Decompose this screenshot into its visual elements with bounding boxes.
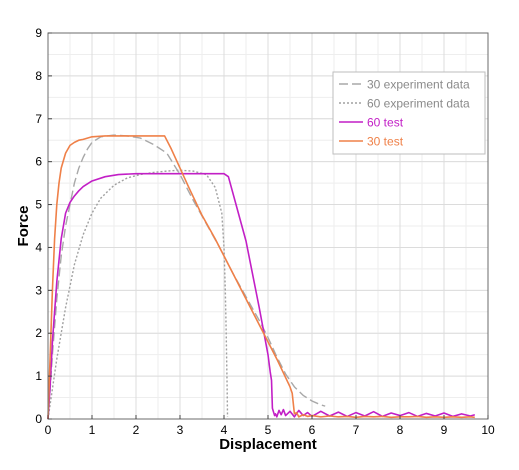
x-tick-label: 0 (45, 423, 52, 437)
legend-label-2: 60 test (367, 116, 404, 130)
y-axis-label: Force (15, 206, 32, 247)
y-tick-label: 2 (35, 326, 42, 340)
legend-label-3: 30 test (367, 135, 404, 149)
series-line-0 (47, 134, 326, 420)
x-axis-label: Displacement (219, 436, 317, 453)
x-tick-label: 5 (265, 423, 272, 437)
y-tick-label: 6 (35, 155, 42, 169)
y-tick-label: 5 (35, 198, 42, 212)
legend-items: 30 experiment data 60 experiment data 60 t… (339, 78, 470, 149)
x-tick-label: 1 (89, 423, 96, 437)
x-tick-label: 10 (481, 423, 495, 437)
x-tick-label: 7 (353, 423, 360, 437)
y-tick-label: 8 (35, 69, 42, 83)
y-tick-label: 3 (35, 283, 42, 297)
y-tick-label: 1 (35, 369, 42, 383)
y-tick-label: 9 (35, 26, 42, 40)
x-tick-label: 4 (221, 423, 228, 437)
x-tick-label: 2 (133, 423, 140, 437)
x-tick-label: 8 (397, 423, 404, 437)
x-tick-label: 9 (441, 423, 448, 437)
x-tick-label: 6 (309, 423, 316, 437)
series-line-1 (47, 169, 229, 420)
legend: 30 experiment data 60 experiment data 60 t… (332, 71, 486, 155)
x-tick-label: 3 (177, 423, 184, 437)
y-tick-label: 7 (35, 112, 42, 126)
y-tick-label: 4 (35, 240, 42, 254)
y-tick-label: 0 (35, 412, 42, 426)
axis-ticks: 0 1 2 3 4 5 6 7 8 9 10 0 1 2 3 4 5 6 7 8 9 (35, 26, 495, 437)
legend-label-1: 60 experiment data (367, 97, 470, 111)
series-line-2 (47, 172, 476, 420)
legend-label-0: 30 experiment data (367, 78, 470, 92)
